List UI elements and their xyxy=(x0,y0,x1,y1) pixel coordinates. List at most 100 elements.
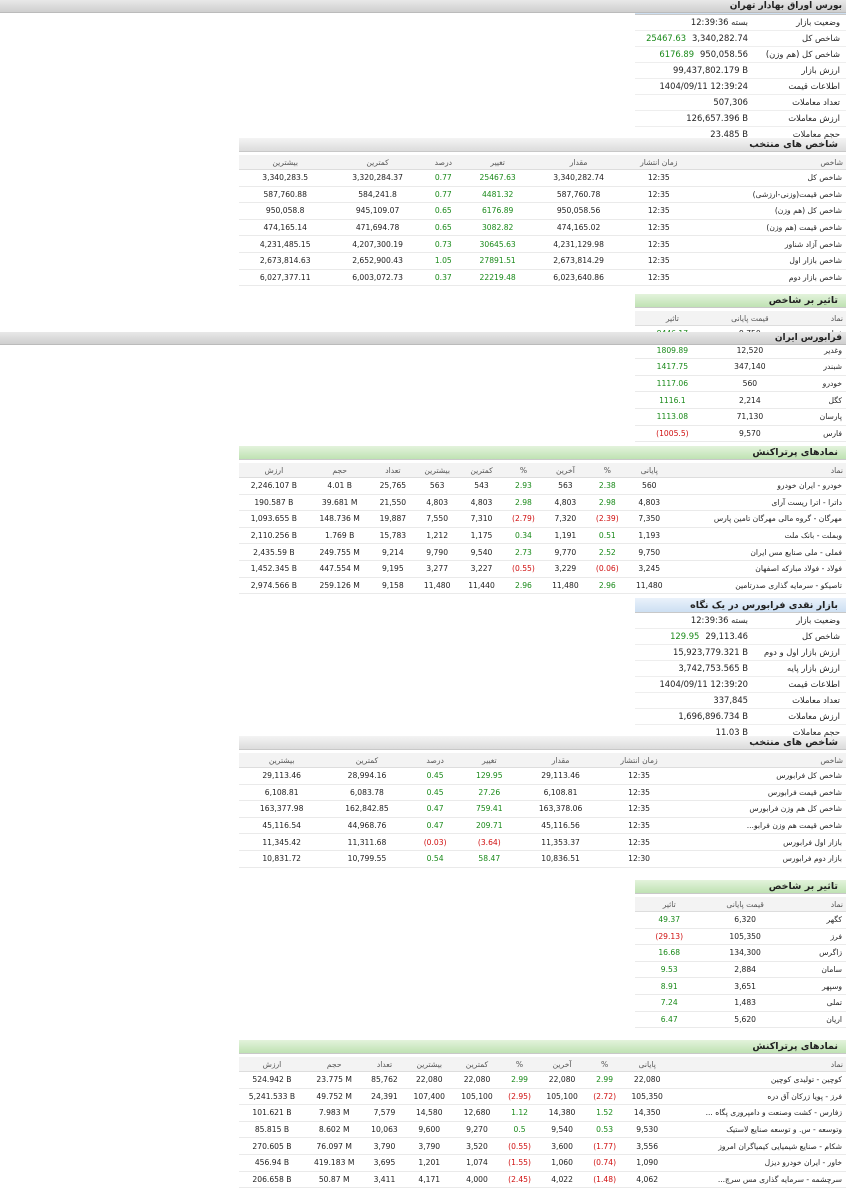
table-cell: 11,480 xyxy=(415,577,460,595)
table-cell: 2.99 xyxy=(500,1071,539,1089)
table-cell: 24,391 xyxy=(363,1088,406,1106)
glance-value: 23.485 B xyxy=(710,129,748,139)
table-cell: 474,165.02 xyxy=(532,219,625,237)
column-header: حجم xyxy=(304,1057,364,1072)
table-cell: 0.65 xyxy=(423,219,463,237)
table-cell: 1,175 xyxy=(459,527,504,545)
table-cell: 2,214 xyxy=(709,391,790,409)
table-body: خودرو - ایران خودرو 560 2.38 563 2.93 543 563 2… xyxy=(239,477,846,595)
panel: شاخص های منتخب شاخص زمان انتشار مقدار تغییر د… xyxy=(239,736,846,880)
table-cell: شاخص قیمت(وزنی-ارزشی) xyxy=(692,186,846,204)
table-cell: 0.5 xyxy=(500,1121,539,1139)
glance-value: 3,340,282.74 xyxy=(692,33,748,43)
table-cell: 347,140 xyxy=(709,358,790,376)
table-cell: 3,790 xyxy=(363,1137,406,1155)
glance-value: 15,923,779.321 B xyxy=(672,647,748,657)
table-cell: 6,083.78 xyxy=(324,784,410,802)
table-cell: 58.47 xyxy=(460,850,518,868)
table-cell: 563 xyxy=(415,477,460,495)
table-cell: 8.91 xyxy=(635,977,704,995)
glance-label: شاخص کل xyxy=(802,33,840,43)
table-cell: (29.13) xyxy=(635,928,704,946)
table-row: سرچشمه - سرمایه گذاری مس سرچ... 4,062 (1.4… xyxy=(239,1171,846,1189)
table-cell: خودرو - ایران خودرو xyxy=(671,477,846,495)
header-row: نماد پایانی% آخرین% کمترین بیشترین تعداد حجم ار… xyxy=(239,463,846,478)
table-cell: 9,600 xyxy=(405,1121,454,1139)
table-cell: 6,320 xyxy=(703,911,787,929)
column-header: کمترین xyxy=(324,753,410,768)
table-row: کگهر 6,320 49.37 xyxy=(635,911,846,929)
glance-values: 15,923,779.321 B xyxy=(673,645,748,660)
table-cell: 3,790 xyxy=(405,1137,454,1155)
table-cell: 29,113.46 xyxy=(517,767,604,785)
glance-change: 129.95 xyxy=(670,631,700,641)
table-cell: 4,062 xyxy=(623,1171,672,1189)
glance-values: بسته 12:39:36 xyxy=(691,613,748,628)
glance-values: 507,306 xyxy=(713,95,748,110)
table-cell: 9,195 xyxy=(370,560,416,578)
table-cell: 1117.06 xyxy=(635,375,710,393)
table-cell: 12:35 xyxy=(624,252,693,270)
column-header: کمترین xyxy=(331,155,424,170)
table-cell: 85,762 xyxy=(363,1071,406,1089)
panel-title: نمادهای پرتراکنش xyxy=(239,446,846,460)
glance-value: 1404/09/11 12:39:20 xyxy=(659,679,748,689)
glance-row: اطلاعات قیمت 1404/09/11 12:39:24 xyxy=(635,79,846,95)
table-cell: 45,116.54 xyxy=(239,817,325,835)
table-cell: 4,231,129.98 xyxy=(532,235,625,253)
panel-title: بازار نقدی فرابورس در یک نگاه xyxy=(635,598,846,613)
table-cell: 1,452.345 B xyxy=(239,560,309,578)
table-row: شاخص قیمت فرابورس 12:35 6,108.81 27.26 0.45 6… xyxy=(239,784,846,802)
glance-row: ارزش بازار پایه 3,742,753.565 B xyxy=(635,661,846,677)
table-row: شکام - صنایع شیمیایی کیمیاگران امروز 3,55… xyxy=(239,1137,846,1155)
column-header: تعداد xyxy=(370,463,416,478)
glance-values: بسته 12:39:36 xyxy=(691,15,748,30)
glance-label: شاخص کل xyxy=(802,631,840,641)
glance-row: ارزش بازار 99,437,802.179 B xyxy=(635,63,846,79)
table-cell: (1.48) xyxy=(585,1171,624,1189)
panel: بازار نقدی فرابورس در یک نگاه وضعیت بازار… xyxy=(635,598,846,741)
table-cell: 2,652,900.43 xyxy=(331,252,424,270)
table-cell: 101.621 B xyxy=(239,1104,305,1122)
table-cell: 206.658 B xyxy=(239,1171,305,1189)
table-row: شاخص قیمت(وزنی-ارزشی) 12:35 587,760.78 4481… xyxy=(239,186,846,204)
table-row: وتوسعه - س. و توسعه صنایع لاستیک 9,530 0.5… xyxy=(239,1121,846,1139)
table-cell: زاگرس xyxy=(786,944,846,962)
table-cell: 249.755 M xyxy=(308,543,371,561)
table-cell: 1113.08 xyxy=(635,408,710,426)
table-cell: 9,270 xyxy=(453,1121,501,1139)
table-cell: 28,994.16 xyxy=(324,767,410,785)
table-cell: 1,093.655 B xyxy=(239,510,309,528)
table-cell: 1,201 xyxy=(405,1154,454,1172)
column-header: پایانی xyxy=(623,1057,672,1072)
table-row: کوچین - تولیدی کوچین 22,080 2.99 22,080 2.99… xyxy=(239,1071,846,1089)
table-cell: 4,803 xyxy=(543,494,588,512)
table-cell: 163,378.06 xyxy=(517,800,604,818)
table-cell: 85.815 B xyxy=(239,1121,305,1139)
table-row: شاخص کل 12:35 3,340,282.74 25467.63 0.77 3,32… xyxy=(239,169,846,187)
table-cell: 1.05 xyxy=(423,252,463,270)
table-cell: 12:30 xyxy=(603,850,675,868)
table-cell: 0.37 xyxy=(423,269,463,287)
glance-values: 950,058.56 6176.89 xyxy=(659,47,748,62)
table-cell: 162,842.85 xyxy=(324,800,410,818)
table-cell: 0.77 xyxy=(423,186,463,204)
table-cell: 10,799.55 xyxy=(324,850,410,868)
table-cell: 25,765 xyxy=(370,477,416,495)
table-cell: وغدیر xyxy=(789,342,846,360)
table-cell: 7,310 xyxy=(459,510,504,528)
table-head: شاخص زمان انتشار مقدار تغییر درصد کمترین بیشتر… xyxy=(239,753,846,768)
table-row: وبملت - بانک ملت 1,193 0.51 1,191 0.34 1,175 1… xyxy=(239,527,846,545)
table-cell: 419.183 M xyxy=(304,1154,364,1172)
table-cell: 2.38 xyxy=(587,477,628,495)
table-cell: 29,113.46 xyxy=(239,767,325,785)
glance-value: 29,113.46 xyxy=(705,631,748,641)
column-header: بیشترین xyxy=(405,1057,454,1072)
table-row: وسپهر 3,651 8.91 xyxy=(635,977,846,995)
table-row: داترا - اترا ریست آرای 4,803 2.98 4,803 2.98… xyxy=(239,494,846,512)
table-cell: 50.87 M xyxy=(304,1171,364,1189)
table-cell: (0.03) xyxy=(409,833,461,851)
table-cell: 9,770 xyxy=(543,543,588,561)
glance-values: 126,657.396 B xyxy=(686,111,748,126)
glance-label: ارزش بازار پایه xyxy=(787,663,840,673)
